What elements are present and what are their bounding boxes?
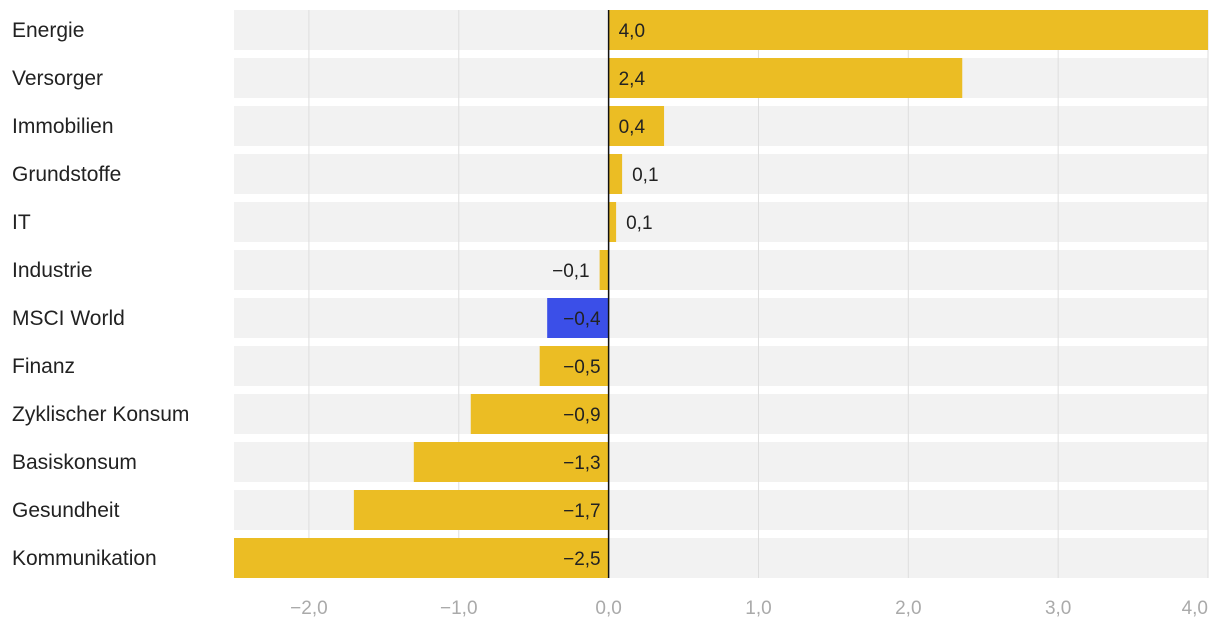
x-tick-label: −1,0: [440, 598, 478, 619]
value-label: 2,4: [619, 69, 646, 90]
category-label: Industrie: [12, 259, 93, 282]
category-label: Gesundheit: [12, 499, 120, 522]
x-tick-label: 2,0: [895, 598, 921, 619]
value-label: −0,1: [552, 261, 590, 282]
category-labels: Energie Versorger Immobilien Grundstoffe IT I…: [12, 19, 189, 570]
category-label: Kommunikation: [12, 547, 157, 570]
value-label: 0,4: [619, 117, 646, 138]
value-label: 0,1: [632, 165, 658, 186]
row-track: [234, 346, 1208, 386]
bar-gesundheit: [353, 490, 609, 530]
bar-finanz: [539, 346, 609, 386]
bar-grundstoffe: [608, 154, 623, 194]
bar-industrie: [599, 250, 609, 290]
category-label: Finanz: [12, 355, 75, 378]
x-tick-label: 0,0: [595, 598, 621, 619]
bar-immobilien: [608, 106, 665, 146]
category-label: Energie: [12, 19, 84, 42]
category-label: Versorger: [12, 67, 103, 90]
row-track: [234, 394, 1208, 434]
x-tick-label: 3,0: [1045, 598, 1071, 619]
value-label: 0,1: [626, 213, 652, 234]
bar-versorger: [608, 58, 963, 98]
category-label: Immobilien: [12, 115, 114, 138]
x-tick-label: −2,0: [290, 598, 328, 619]
category-label: Zyklischer Konsum: [12, 403, 189, 426]
bar-kommunikation: [234, 538, 609, 578]
value-label: −1,3: [563, 453, 601, 474]
row-track: [234, 442, 1208, 482]
x-tick-label: 1,0: [745, 598, 771, 619]
row-track: [234, 154, 1208, 194]
row-track: [234, 106, 1208, 146]
x-axis-ticks: −2,0 −1,0 0,0 1,0 2,0 3,0 4,0: [290, 598, 1208, 619]
category-label: Basiskonsum: [12, 451, 137, 474]
value-label: 4,0: [619, 21, 645, 42]
category-label: IT: [12, 211, 31, 234]
bar-msci-world: [547, 298, 609, 338]
category-label: Grundstoffe: [12, 163, 121, 186]
bar-it: [608, 202, 617, 242]
value-label: −2,5: [563, 549, 601, 570]
row-backgrounds: [234, 10, 1208, 578]
bar-energie: [608, 10, 1208, 50]
bar-zyklischer-konsum: [470, 394, 609, 434]
value-label: −1,7: [563, 501, 601, 522]
row-track: [234, 202, 1208, 242]
value-label: −0,9: [563, 405, 601, 426]
bar-basiskonsum: [413, 442, 609, 482]
row-track: [234, 298, 1208, 338]
grid-lines: [308, 10, 1209, 578]
category-label: MSCI World: [12, 307, 125, 330]
value-labels: 4,0 2,4 0,4 0,1 0,1 −0,1 −0,4 −0,5 −0,9 −1,3 −1,7 −…: [552, 21, 658, 570]
value-label: −0,5: [563, 357, 601, 378]
value-label: −0,4: [563, 309, 601, 330]
bars: [234, 10, 1208, 578]
row-track: [234, 250, 1208, 290]
x-tick-label: 4,0: [1182, 598, 1208, 619]
